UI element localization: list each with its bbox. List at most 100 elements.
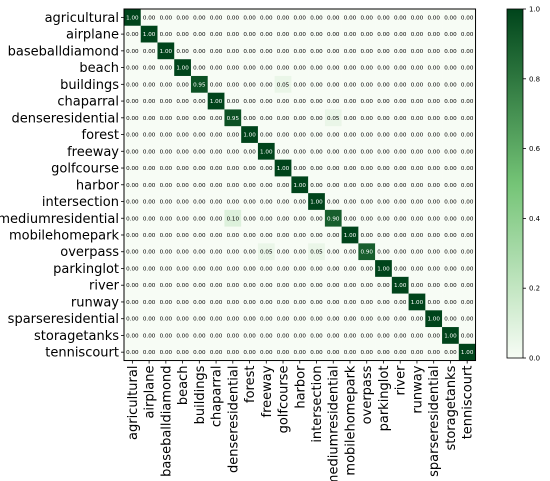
heatmap-cell (224, 209, 242, 227)
heatmap-cell (375, 142, 393, 160)
heatmap-cell (408, 75, 426, 93)
heatmap-cell (458, 159, 476, 177)
heatmap-cell (391, 293, 409, 311)
cell-value-label: 0.00 (411, 133, 424, 139)
heatmap-cell (124, 193, 142, 211)
heatmap-cell (274, 92, 292, 110)
heatmap-cell (291, 226, 309, 244)
heatmap-cell (157, 92, 175, 110)
heatmap-cell (124, 260, 142, 278)
cell-value-label: 0.00 (294, 266, 307, 272)
heatmap-cell (408, 126, 426, 144)
heatmap-cell (241, 293, 259, 311)
cell-value-label: 0.00 (344, 250, 357, 256)
cell-value-label: 0.00 (411, 149, 424, 155)
heatmap-cell (358, 75, 376, 93)
cell-value-label: 0.00 (260, 166, 273, 172)
cell-value-label: 0.00 (176, 15, 189, 21)
heatmap-cell (224, 226, 242, 244)
cell-value-label: 0.00 (176, 250, 189, 256)
y-tick-label: mediumresidential (0, 212, 119, 227)
cell-value-label: 0.00 (260, 116, 273, 122)
cell-value-label: 0.00 (461, 32, 474, 38)
cell-value-label: 0.00 (360, 15, 373, 21)
heatmap-cell (408, 193, 426, 211)
heatmap-cell (324, 9, 342, 27)
cell-value-label: 0.00 (210, 333, 223, 339)
heatmap-cell (224, 92, 242, 110)
heatmap-cell (224, 343, 242, 361)
cell-value-label: 0.00 (227, 133, 240, 139)
y-tick-label: harbor (76, 178, 120, 193)
heatmap-cell (140, 176, 158, 194)
heatmap-cell (174, 260, 192, 278)
cell-value-label: 0.00 (227, 200, 240, 206)
x-tick-label: chaparral (210, 366, 225, 428)
heatmap-cell (207, 126, 225, 144)
heatmap-cell (140, 193, 158, 211)
cell-value-label: 0.00 (344, 283, 357, 289)
heatmap-cell (341, 9, 359, 27)
cell-value-label: 0.00 (394, 200, 407, 206)
heatmap-cell (324, 293, 342, 311)
heatmap-cell (391, 159, 409, 177)
cell-value-label: 0.00 (444, 300, 457, 306)
cell-value-label: 0.00 (160, 300, 173, 306)
heatmap-cell (308, 276, 326, 294)
cell-value-label: 0.00 (444, 183, 457, 189)
cell-value-label: 0.00 (344, 266, 357, 272)
heatmap-cell (324, 193, 342, 211)
heatmap-cell (190, 59, 208, 77)
cell-value-label: 0.00 (377, 32, 390, 38)
cell-value-label: 0.00 (444, 200, 457, 206)
heatmap-cell (157, 59, 175, 77)
cell-value-label: 0.00 (210, 49, 223, 55)
cell-value-label: 0.00 (160, 317, 173, 323)
cell-value-label: 0.00 (210, 133, 223, 139)
heatmap-cell (458, 343, 476, 361)
heatmap-cell (157, 226, 175, 244)
cell-value-label: 0.00 (260, 82, 273, 88)
heatmap-cell (274, 109, 292, 127)
cell-value-label: 1.00 (344, 233, 357, 239)
cell-value-label: 0.00 (327, 66, 340, 72)
cell-value-label: 0.00 (294, 133, 307, 139)
cell-value-label: 0.00 (126, 266, 139, 272)
cell-value-label: 0.00 (344, 166, 357, 172)
heatmap-cell (308, 343, 326, 361)
heatmap-cell (442, 209, 460, 227)
heatmap-cell (308, 293, 326, 311)
x-tick-label: buildings (193, 365, 208, 424)
cell-value-label: 0.00 (193, 133, 206, 139)
cell-value-label: 0.00 (377, 283, 390, 289)
cell-value-label: 0.00 (260, 333, 273, 339)
heatmap-cell (442, 260, 460, 278)
heatmap-cell (124, 243, 142, 261)
cell-value-label: 0.00 (411, 266, 424, 272)
heatmap-cell (157, 25, 175, 43)
cell-value-label: 0.00 (394, 333, 407, 339)
heatmap-cell (375, 226, 393, 244)
cell-value-label: 0.00 (143, 82, 156, 88)
cell-value-label: 0.00 (411, 82, 424, 88)
heatmap-cell (190, 293, 208, 311)
heatmap-cell (375, 293, 393, 311)
heatmap-cell (257, 59, 275, 77)
heatmap-cell (190, 92, 208, 110)
heatmap-cell (174, 209, 192, 227)
heatmap-cell (375, 42, 393, 60)
x-tick-label: forest (243, 366, 258, 403)
heatmap-cell (257, 209, 275, 227)
cell-value-label: 0.00 (277, 66, 290, 72)
heatmap-cell (341, 293, 359, 311)
cell-value-label: 0.00 (243, 233, 256, 239)
cell-value-label: 0.00 (294, 82, 307, 88)
cell-value-label: 0.00 (394, 82, 407, 88)
heatmap-cell (458, 209, 476, 227)
heatmap-cell (425, 293, 443, 311)
heatmap-cell (324, 327, 342, 345)
heatmap-cell (391, 276, 409, 294)
y-tick-label: storagetanks (34, 329, 119, 344)
x-tick-label: mediumresidential (327, 366, 342, 481)
